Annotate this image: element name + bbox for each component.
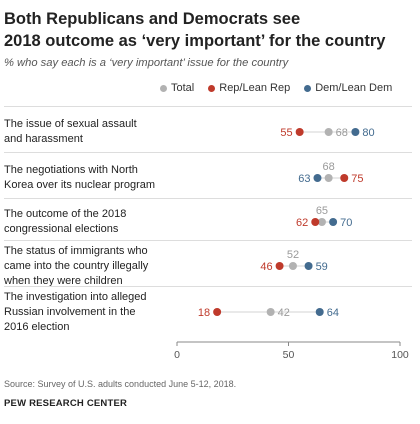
legend-dot-rep [208,84,216,92]
value-label-total: 52 [287,249,299,261]
row-label-line: The status of immigrants who [4,244,148,257]
value-label-total: 65 [316,205,328,217]
dot-total [266,308,275,316]
legend-label-total: Total [171,82,195,94]
row-divider [4,240,412,241]
dot-dem [304,262,313,270]
value-label-rep: 46 [260,261,272,273]
dot-dem [315,308,324,316]
row-label-line: and harassment [4,133,83,145]
legend-item-total: Total [160,82,194,94]
row-label: The status of immigrants who came into th… [4,244,164,289]
chart-title: Both Republicans and Democrats see 2018 … [4,8,414,52]
row-label-line: 2016 election [4,320,70,333]
legend-item-dem: Dem/Lean Dem [304,82,392,94]
row-label-line: The investigation into alleged [4,290,147,303]
value-label-total: 68 [323,161,335,173]
legend: Total Rep/Lean Rep Dem/Lean Dem [160,82,392,94]
value-label-dem: 63 [298,173,310,185]
dot-rep [295,128,304,136]
value-label-rep: 55 [280,127,292,139]
row-label: The outcome of the 2018 congressional ele… [4,207,164,237]
value-label-rep: 75 [351,173,363,185]
legend-dot-dem [304,84,312,92]
dot-dem [313,174,322,182]
value-label-total: 42 [278,307,290,319]
credit-line: PEW RESEARCH CENTER [4,398,128,409]
row-label-line: The negotiations with North [4,164,138,176]
dot-total [288,262,297,270]
row-divider [4,152,412,153]
legend-item-rep: Rep/Lean Rep [208,82,290,94]
dot-total [324,128,333,136]
value-label-total: 68 [336,127,348,139]
row-label-line: congressional elections [4,223,119,235]
dot-total [317,218,326,226]
legend-label-rep: Rep/Lean Rep [219,82,291,94]
legend-label-dem: Dem/Lean Dem [315,82,393,94]
row-divider [4,286,412,287]
title-line-1: Both Republicans and Democrats see [4,10,301,28]
dot-dem [351,128,360,136]
value-label-rep: 62 [296,217,308,229]
value-label-dem: 59 [316,261,328,273]
row-label-line: The outcome of the 2018 [4,208,127,220]
value-label-rep: 18 [198,307,210,319]
dot-total [324,174,333,182]
dot-dem [329,218,338,226]
x-tick-label: 50 [283,349,295,361]
row-label-line: The issue of sexual assault [4,118,137,130]
row-label: The issue of sexual assault and harassmen… [4,117,164,147]
value-label-dem: 70 [340,217,352,229]
x-tick-label: 100 [391,349,409,361]
value-label-dem: 64 [327,307,339,319]
row-label-line: came into the country illegally [4,259,149,272]
x-tick-label: 0 [174,349,180,361]
row-label: The investigation into alleged Russian in… [4,290,164,335]
row-divider [4,198,412,199]
title-line-2: 2018 outcome as ‘very important’ for the… [4,32,386,50]
chart-subtitle: % who say each is a ‘very important’ iss… [4,57,289,69]
dot-rep [275,262,284,270]
value-label-dem: 80 [362,127,374,139]
row-label-line: Russian involvement in the [4,305,136,318]
dot-rep [340,174,349,182]
row-label-line: when they were children [4,274,123,287]
dot-rep [213,308,222,316]
row-label-line: Korea over its nuclear program [4,179,156,191]
dot-rep [311,218,320,226]
row-label: The negotiations with North Korea over it… [4,163,164,193]
source-note: Source: Survey of U.S. adults conducted … [4,379,237,389]
row-divider [4,106,412,107]
legend-dot-total [160,84,167,92]
